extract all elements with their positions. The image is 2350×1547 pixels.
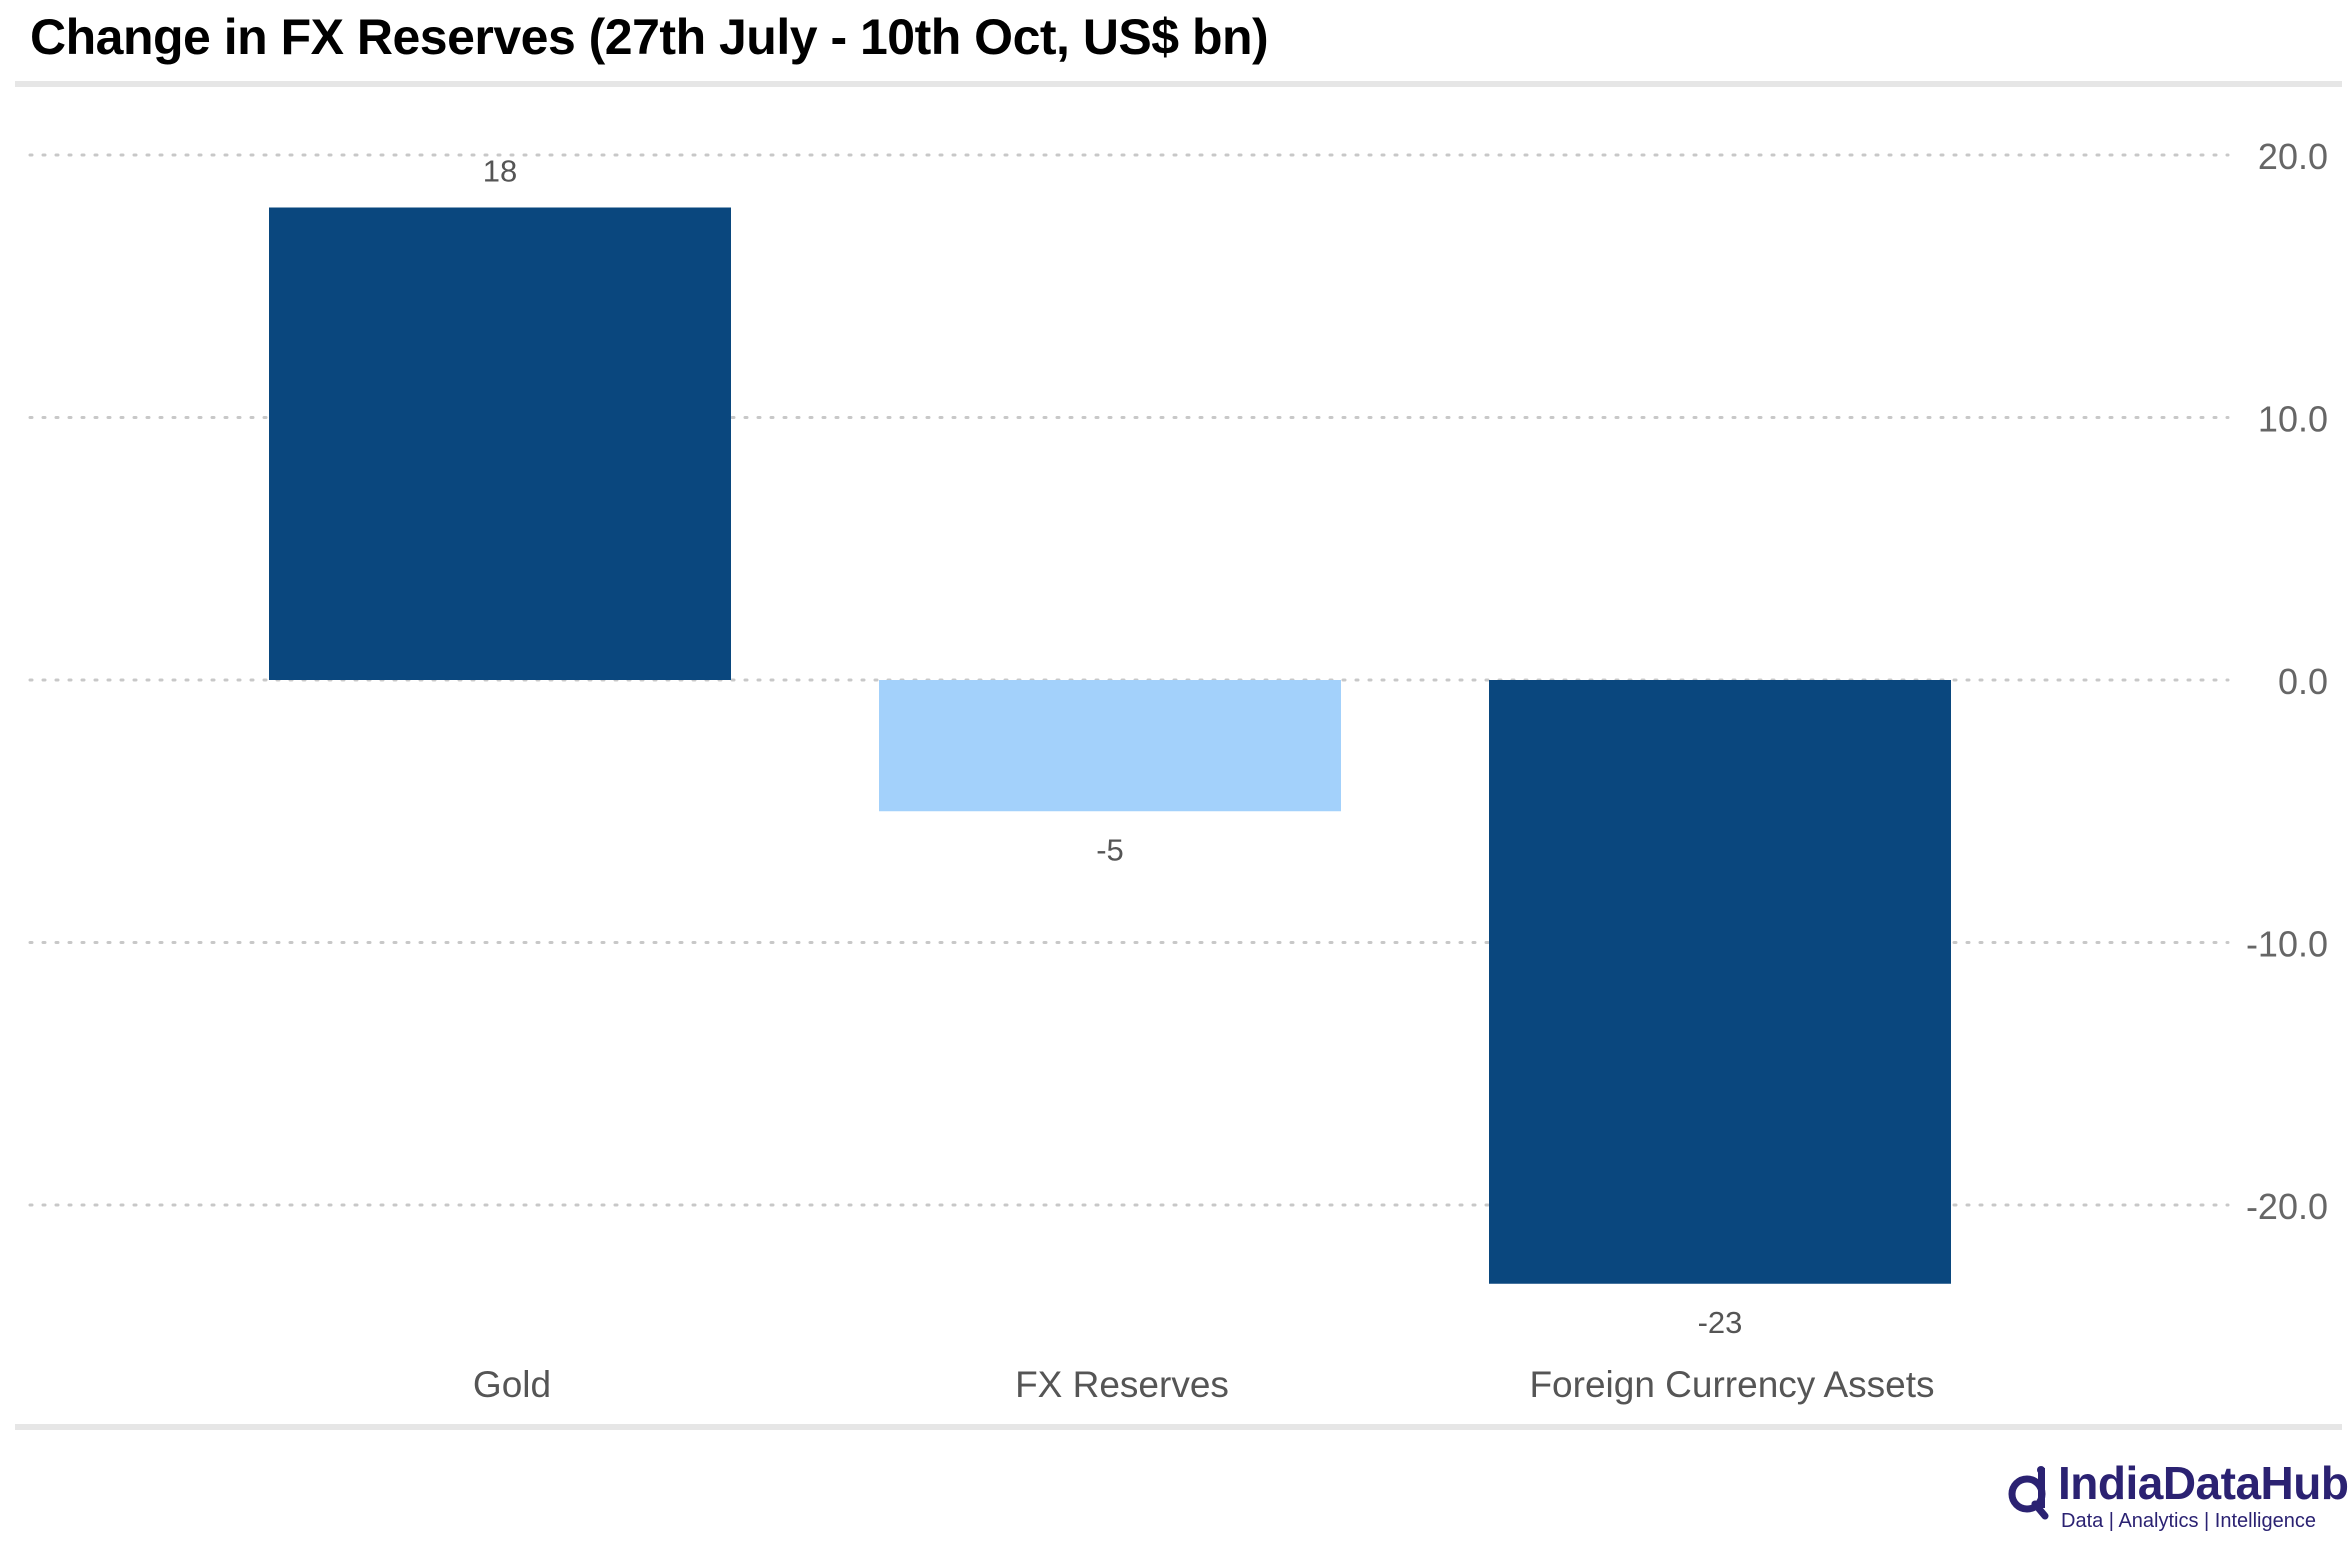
bar [879, 680, 1341, 812]
data-label: -5 [1096, 832, 1124, 867]
bar [269, 207, 731, 680]
x-category-label: Gold [473, 1364, 551, 1405]
y-tick-label: 10.0 [2258, 399, 2328, 440]
y-tick-label: 20.0 [2258, 136, 2328, 177]
y-tick-label: -20.0 [2246, 1186, 2328, 1227]
y-tick-label: 0.0 [2278, 661, 2328, 702]
brand-name: IndiaDataHub [2058, 1457, 2349, 1509]
x-category-label: FX Reserves [1015, 1364, 1229, 1405]
footer-divider [15, 1424, 2342, 1430]
brand-tagline: Data | Analytics | Intelligence [2061, 1510, 2316, 1532]
y-tick-label: -10.0 [2246, 924, 2328, 965]
title-divider [15, 81, 2342, 87]
data-label: 18 [483, 154, 517, 189]
brand-logo: IndiaDataHub Data | Analytics | Intellig… [2005, 1457, 2349, 1545]
magnifier-d-icon [2008, 1466, 2049, 1520]
chart-title: Change in FX Reserves (27th July - 10th … [30, 9, 1269, 65]
x-category-label: Foreign Currency Assets [1529, 1364, 1934, 1405]
bar [1489, 680, 1951, 1284]
data-label: -23 [1698, 1305, 1743, 1340]
